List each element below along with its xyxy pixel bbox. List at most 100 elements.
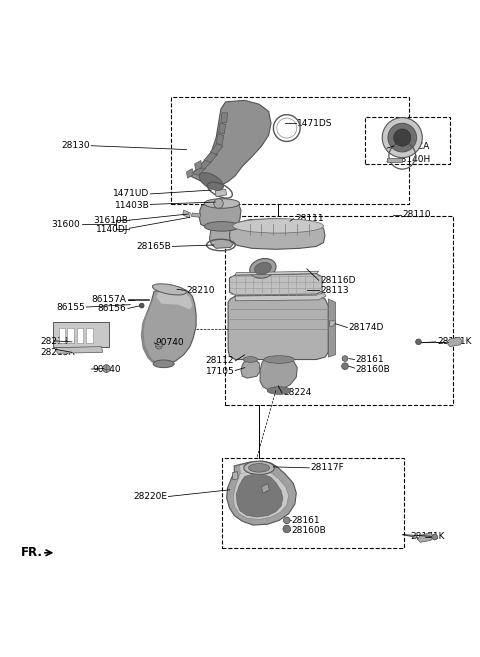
Circle shape <box>156 342 162 349</box>
Polygon shape <box>229 273 322 295</box>
Text: 28111: 28111 <box>295 214 324 223</box>
Polygon shape <box>418 533 433 542</box>
Circle shape <box>432 534 438 540</box>
Bar <box>67 328 74 343</box>
Text: 28161: 28161 <box>291 516 320 525</box>
Text: 28140H: 28140H <box>395 154 431 164</box>
Polygon shape <box>330 321 336 326</box>
Circle shape <box>416 339 421 345</box>
Polygon shape <box>195 160 202 171</box>
Text: 86156: 86156 <box>97 304 126 313</box>
Polygon shape <box>240 463 269 474</box>
Ellipse shape <box>153 284 186 295</box>
Ellipse shape <box>250 258 276 278</box>
Bar <box>53 322 109 347</box>
Ellipse shape <box>233 219 324 233</box>
Text: 28224: 28224 <box>283 388 311 397</box>
Text: 28213A: 28213A <box>40 348 75 357</box>
Text: 1140DJ: 1140DJ <box>96 225 128 234</box>
Polygon shape <box>198 160 212 169</box>
Polygon shape <box>218 124 226 134</box>
Circle shape <box>394 129 411 147</box>
Polygon shape <box>156 289 192 309</box>
Ellipse shape <box>243 357 258 363</box>
Polygon shape <box>328 299 336 357</box>
Polygon shape <box>262 484 270 493</box>
Circle shape <box>103 365 110 373</box>
Polygon shape <box>209 227 234 248</box>
Ellipse shape <box>204 221 240 231</box>
Text: 28161: 28161 <box>356 355 384 364</box>
Text: 28112: 28112 <box>206 357 234 365</box>
Text: 28117F: 28117F <box>311 463 344 472</box>
Bar <box>365 117 450 164</box>
Polygon shape <box>232 472 238 480</box>
Text: 28210: 28210 <box>187 286 215 295</box>
Text: 28160B: 28160B <box>291 526 326 535</box>
Polygon shape <box>387 158 402 162</box>
Polygon shape <box>192 166 205 175</box>
Ellipse shape <box>244 461 275 474</box>
Text: 28110: 28110 <box>402 210 431 219</box>
Bar <box>59 328 65 343</box>
Text: 90740: 90740 <box>155 338 184 348</box>
Text: 17105: 17105 <box>205 367 234 376</box>
Text: FR.: FR. <box>21 546 42 559</box>
Bar <box>225 216 453 405</box>
Polygon shape <box>241 359 260 378</box>
Circle shape <box>139 304 144 308</box>
Polygon shape <box>260 358 297 390</box>
Text: 31600: 31600 <box>51 220 80 229</box>
Bar <box>171 97 409 204</box>
Text: 1471DS: 1471DS <box>297 119 333 128</box>
Ellipse shape <box>153 360 174 368</box>
Circle shape <box>214 198 223 208</box>
Circle shape <box>342 363 348 369</box>
Ellipse shape <box>264 355 294 363</box>
Text: 86157A: 86157A <box>92 296 126 304</box>
Polygon shape <box>187 169 193 178</box>
Text: 28213H: 28213H <box>40 337 76 346</box>
Polygon shape <box>183 210 191 217</box>
Text: 28171K: 28171K <box>411 532 445 541</box>
Text: 28174D: 28174D <box>349 323 384 332</box>
Text: 11403B: 11403B <box>115 201 149 210</box>
Circle shape <box>382 118 422 158</box>
Polygon shape <box>221 113 228 122</box>
Ellipse shape <box>199 173 223 191</box>
Polygon shape <box>236 474 283 517</box>
Circle shape <box>342 355 348 361</box>
Polygon shape <box>447 337 462 347</box>
Circle shape <box>388 124 417 152</box>
Polygon shape <box>229 219 325 249</box>
Polygon shape <box>141 300 154 363</box>
Polygon shape <box>235 271 319 275</box>
Text: 28116D: 28116D <box>320 276 356 284</box>
Polygon shape <box>228 295 328 359</box>
Text: 31610B: 31610B <box>93 215 128 225</box>
Bar <box>86 328 93 343</box>
Polygon shape <box>56 347 103 353</box>
Polygon shape <box>142 288 196 364</box>
Polygon shape <box>215 189 227 197</box>
Bar <box>222 459 404 548</box>
Polygon shape <box>227 461 296 525</box>
Ellipse shape <box>204 198 240 208</box>
Text: 28130: 28130 <box>61 141 90 150</box>
Polygon shape <box>204 152 217 162</box>
Bar <box>77 328 84 343</box>
Ellipse shape <box>267 387 291 394</box>
Text: 86155: 86155 <box>56 302 85 311</box>
Circle shape <box>283 517 290 524</box>
Polygon shape <box>233 470 288 520</box>
Text: 90740: 90740 <box>92 365 120 374</box>
Polygon shape <box>199 204 241 227</box>
Text: 28165B: 28165B <box>136 242 171 251</box>
Ellipse shape <box>249 464 270 472</box>
Text: 28171K: 28171K <box>437 337 471 346</box>
Polygon shape <box>190 101 271 185</box>
Circle shape <box>283 525 290 533</box>
Polygon shape <box>210 143 223 155</box>
Text: 1471CA: 1471CA <box>395 142 431 150</box>
Text: 28113: 28113 <box>320 286 349 295</box>
